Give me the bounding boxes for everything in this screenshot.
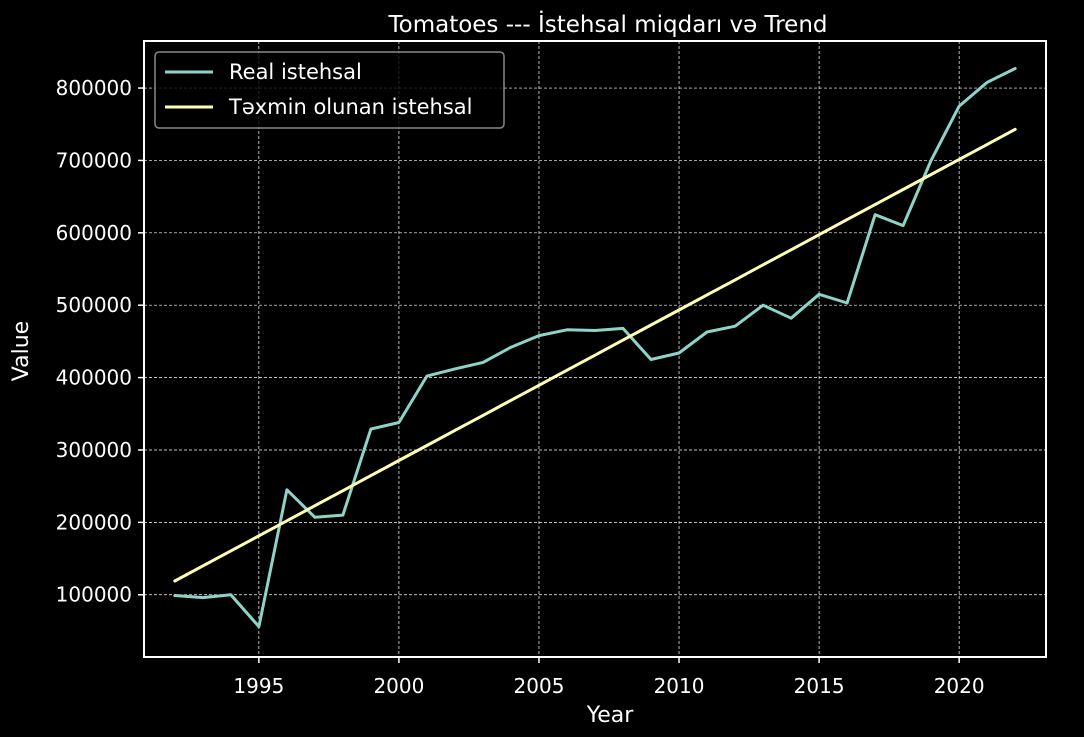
x-tick-label: 2015 <box>794 674 845 698</box>
legend: Real istehsal Təxmin olunan istehsal <box>154 51 505 129</box>
y-tick-label: 600000 <box>56 221 132 245</box>
x-tick-label: 2000 <box>373 674 424 698</box>
legend-label-trend: Təxmin olunan istehsal <box>228 95 473 119</box>
legend-box <box>154 51 505 129</box>
y-ticks: 100000 200000 300000 400000 500000 600000 7000… <box>56 76 144 607</box>
y-tick-label: 700000 <box>56 148 132 172</box>
y-tick-label: 200000 <box>56 510 132 534</box>
series-line-trend <box>173 127 1017 583</box>
y-tick-label: 100000 <box>56 583 132 607</box>
grid <box>144 41 1046 657</box>
x-tick-label: 2005 <box>514 674 565 698</box>
x-tick-label: 1995 <box>233 674 284 698</box>
y-tick-label: 500000 <box>56 293 132 317</box>
x-tick-label: 2020 <box>934 674 985 698</box>
x-tick-label: 2010 <box>654 674 705 698</box>
legend-label-real: Real istehsal <box>229 60 362 84</box>
x-axis-label: Year <box>586 703 635 728</box>
y-axis-label: Value <box>9 321 34 381</box>
series-group <box>173 67 1017 629</box>
y-tick-label: 800000 <box>56 76 132 100</box>
chart-title: Tomatoes --- İstehsal miqdarı və Trend <box>387 10 827 38</box>
series-line-real <box>173 67 1017 629</box>
y-tick-label: 400000 <box>56 366 132 390</box>
y-tick-label: 300000 <box>56 438 132 462</box>
x-ticks: 1995 2000 2005 2010 2015 2020 <box>233 657 985 698</box>
plot-frame <box>143 40 1047 658</box>
